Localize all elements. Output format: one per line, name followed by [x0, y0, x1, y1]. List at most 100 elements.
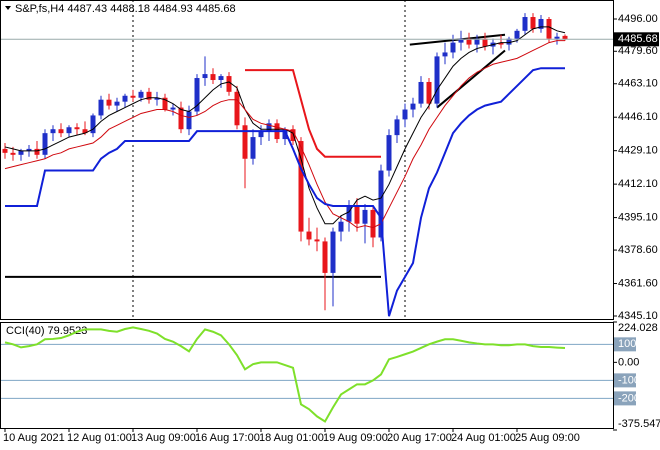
candle-body — [306, 231, 312, 240]
x-tick-label: 13 Aug 09:00 — [131, 432, 196, 444]
candle-body — [194, 78, 200, 112]
y-tick-label: -375.5478 — [618, 418, 660, 430]
x-tick-label: 12 Aug 01:00 — [67, 432, 132, 444]
candle-body — [266, 123, 272, 132]
candle-body — [58, 129, 64, 134]
y-tick-label: 4463.10 — [618, 78, 658, 90]
candle-body — [98, 99, 104, 116]
candle-body — [338, 221, 344, 232]
collapse-arrow — [5, 6, 11, 10]
y-tick-label: 4446.10 — [618, 111, 658, 123]
indicator-line — [245, 69, 381, 158]
y-tick-label: 224.028 — [618, 322, 658, 334]
candle-body — [146, 91, 152, 100]
x-tick-label: 10 Aug 2021 — [3, 432, 65, 444]
candle-body — [114, 101, 120, 106]
candle-body — [394, 119, 400, 136]
candle-body — [218, 76, 224, 81]
candle-body — [314, 239, 320, 242]
cci-panel — [0, 322, 614, 429]
y-tick-label: 4496.00 — [618, 13, 658, 25]
candle-body — [346, 205, 352, 222]
candle-body — [546, 18, 552, 39]
candle-body — [370, 209, 376, 238]
candle-body — [10, 152, 16, 155]
candle-body — [82, 129, 88, 134]
candle-body — [522, 17, 528, 31]
candle-body — [234, 91, 240, 126]
level-label-box — [614, 337, 636, 352]
x-tick-label: 19 Aug 09:00 — [323, 432, 388, 444]
y-tick-label: -200 — [618, 392, 640, 404]
candle-body — [530, 17, 536, 29]
candle-body — [506, 38, 512, 45]
chart-title: S&P,fs,H4 4487.43 4488.18 4484.93 4485.6… — [15, 3, 236, 15]
candle-body — [250, 137, 256, 159]
candle-body — [170, 107, 176, 110]
candle-body — [138, 91, 144, 98]
candle-body — [354, 205, 360, 224]
candle-body — [162, 97, 168, 110]
cci-line — [4, 326, 566, 423]
cci-title: CCI(40) 79.9523 — [6, 325, 87, 337]
candle-body — [106, 99, 112, 106]
candle-body — [186, 111, 192, 130]
indicator-line — [5, 67, 565, 317]
x-tick-label: 25 Aug 09:00 — [515, 432, 580, 444]
candle-body — [282, 129, 288, 140]
candle-body — [442, 52, 448, 57]
x-tick-label: 20 Aug 17:00 — [387, 432, 452, 444]
candle-body — [434, 56, 440, 104]
indicator-line — [4, 40, 565, 229]
candle-body — [74, 127, 80, 130]
y-tick-label: -100 — [618, 374, 640, 386]
candle-body — [330, 231, 336, 273]
candle-body — [90, 115, 96, 134]
candle-body — [26, 148, 32, 151]
candle-body — [402, 109, 408, 120]
y-tick-label: 4395.10 — [618, 211, 658, 223]
x-tick-label: 24 Aug 01:00 — [451, 432, 516, 444]
y-tick-label: 100 — [618, 338, 636, 350]
level-label-box — [614, 391, 636, 406]
candle-body — [226, 76, 232, 92]
candle-body — [498, 42, 504, 45]
candle-body — [42, 133, 48, 155]
candle-body — [538, 18, 544, 29]
y-tick-label: 4479.60 — [618, 45, 658, 57]
candle-body — [386, 135, 392, 171]
candle-body — [514, 30, 520, 39]
candle-body — [458, 38, 464, 43]
candle-body — [418, 81, 424, 104]
y-tick-label: 0.00 — [618, 356, 639, 368]
candle-body — [362, 209, 368, 224]
candle-body — [562, 35, 568, 40]
x-tick-label: 16 Aug 17:00 — [195, 432, 260, 444]
candle-body — [482, 38, 488, 47]
y-tick-label: 4378.60 — [618, 244, 658, 256]
candle-body — [322, 241, 328, 273]
candle-body — [290, 129, 296, 142]
candle-body — [426, 81, 432, 104]
candle-body — [178, 107, 184, 130]
candle-body — [154, 97, 160, 100]
candle-body — [202, 74, 208, 79]
candle-body — [378, 170, 384, 238]
candle-body — [130, 95, 136, 98]
candle-body — [66, 127, 72, 134]
candle-body — [258, 131, 264, 138]
candle-body — [18, 150, 24, 155]
candle-body — [34, 148, 40, 155]
candle-body — [466, 38, 472, 45]
y-tick-label: 4345.10 — [618, 310, 658, 322]
candle-body — [50, 129, 56, 134]
y-tick-label: 4361.60 — [618, 277, 658, 289]
candle-body — [450, 42, 456, 53]
trendline — [436, 49, 506, 109]
candle-body — [554, 36, 560, 39]
current-price-box — [614, 32, 659, 47]
candle-body — [122, 95, 128, 102]
x-tick-label: 18 Aug 01:00 — [259, 432, 324, 444]
